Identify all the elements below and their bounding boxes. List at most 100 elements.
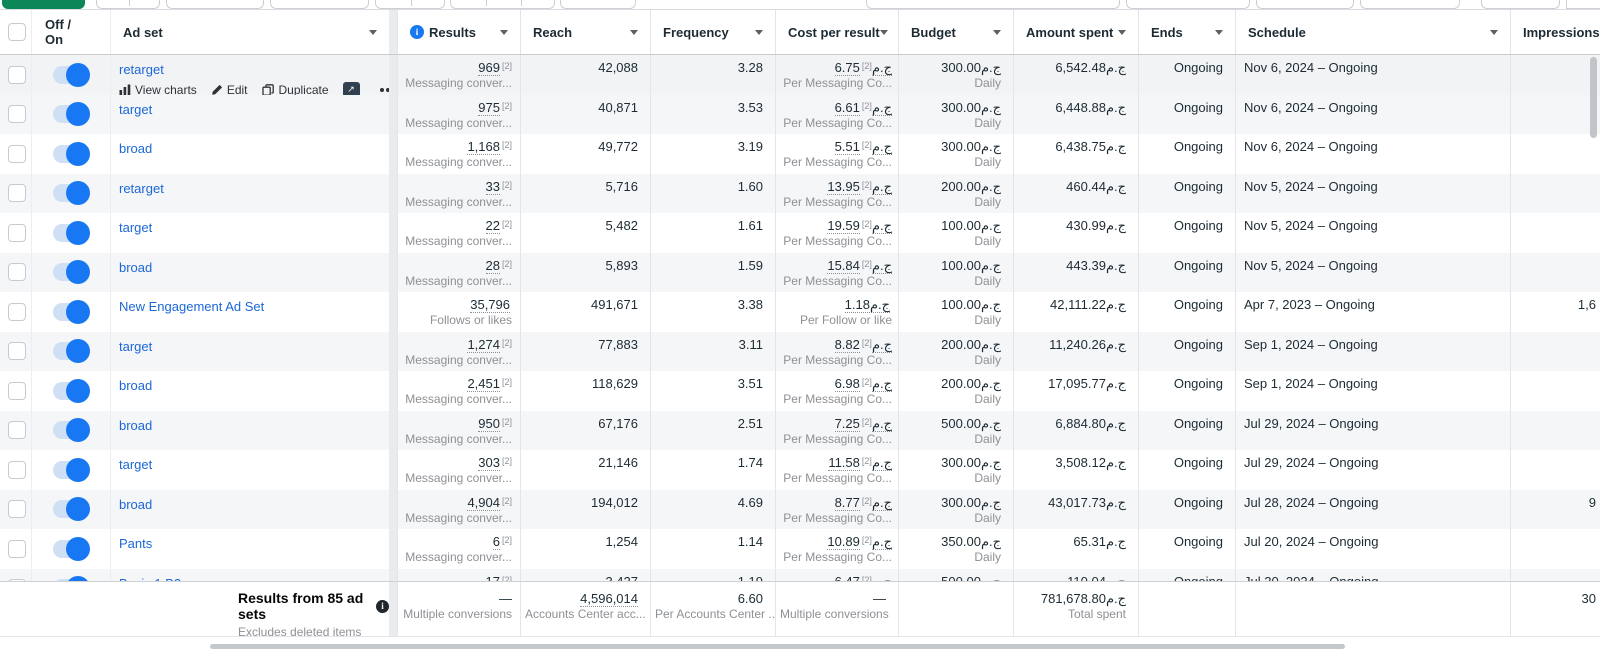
currency-symbol: ج.م: [980, 257, 1001, 273]
ad-set-name-link[interactable]: Pants: [119, 536, 153, 551]
more-options-button[interactable]: [374, 87, 389, 92]
ad-set-toggle[interactable]: [53, 497, 90, 522]
table-row[interactable]: New Engagement Ad Set 35,796 Follows or …: [0, 292, 1600, 332]
ad-set-name-link[interactable]: target: [119, 457, 153, 472]
toolbar-button-fragment[interactable]: [450, 0, 555, 9]
toolbar-button-fragment[interactable]: [866, 0, 1120, 9]
toolbar-button-fragment[interactable]: [166, 0, 264, 9]
currency-symbol: ج.م: [1105, 99, 1126, 115]
view-charts-button[interactable]: View charts: [119, 83, 197, 95]
toolbar-button-fragment[interactable]: [375, 0, 445, 9]
ad-set-toggle[interactable]: [53, 378, 90, 403]
table-row[interactable]: broad 4,904 [2] Messaging conver... 194,0…: [0, 489, 1600, 529]
toolbar-button-fragment[interactable]: [1481, 0, 1560, 9]
table-row[interactable]: Pants 6 [2] Messaging conver... 1,254 1.1…: [0, 529, 1600, 569]
header-cost-per-result[interactable]: Cost per result: [775, 10, 898, 54]
header-ad-set[interactable]: Ad set: [110, 10, 389, 54]
cost-per-result-cell: 6.98 ج.م[2] Per Messaging Co...: [775, 371, 898, 411]
table-body: retarget View charts Edit Duplicate: [0, 55, 1600, 581]
row-checkbox[interactable]: [8, 65, 26, 84]
header-results[interactable]: Results: [397, 10, 520, 54]
ad-set-toggle[interactable]: [53, 418, 90, 443]
header-budget[interactable]: Budget: [898, 10, 1013, 54]
ad-set-toggle[interactable]: [53, 141, 90, 166]
row-toggle-cell: [31, 410, 110, 450]
row-checkbox[interactable]: [8, 144, 26, 163]
ad-set-name-link[interactable]: broad: [119, 378, 153, 393]
ad-set-toggle[interactable]: [53, 457, 90, 482]
toggle-knob-icon: [66, 102, 90, 127]
horizontal-scrollbar[interactable]: [210, 644, 1345, 649]
table-row[interactable]: retarget View charts Edit Duplicate: [0, 55, 1600, 95]
table-row[interactable]: target 22 [2] Messaging conver... 5,482 1…: [0, 213, 1600, 253]
toolbar-button-fragment[interactable]: [1126, 0, 1250, 9]
ad-set-name-link[interactable]: retarget: [119, 180, 164, 196]
toolbar-button-fragment[interactable]: [1360, 0, 1460, 9]
ad-set-toggle[interactable]: [53, 576, 90, 581]
ad-set-toggle[interactable]: [53, 299, 90, 324]
chevron-down-icon: [500, 29, 508, 35]
ad-set-toggle[interactable]: [53, 62, 90, 87]
ad-set-name-link[interactable]: retarget: [119, 62, 164, 77]
row-checkbox[interactable]: [8, 381, 26, 400]
edit-button[interactable]: Edit: [211, 83, 248, 95]
table-row[interactable]: broad 28 [2] Messaging conver... 5,893 1.…: [0, 252, 1600, 292]
header-amount-spent[interactable]: Amount spent: [1013, 10, 1138, 54]
ad-set-name-link[interactable]: broad: [119, 259, 153, 275]
row-checkbox[interactable]: [8, 263, 26, 282]
header-ends[interactable]: Ends: [1138, 10, 1235, 54]
header-impressions[interactable]: Impressions: [1510, 10, 1600, 54]
table-row[interactable]: retarget 33 [2] Messaging conver... 5,716…: [0, 173, 1600, 213]
toolbar-button-fragment[interactable]: [560, 0, 636, 9]
vertical-scrollbar[interactable]: [1590, 57, 1597, 138]
table-row[interactable]: target 975 [2] Messaging conver... 40,871…: [0, 94, 1600, 134]
ad-set-toggle[interactable]: [53, 260, 90, 285]
select-all-checkbox[interactable]: [8, 23, 26, 41]
toolbar-button-fragment[interactable]: [270, 0, 369, 9]
row-checkbox[interactable]: [8, 460, 26, 479]
info-icon[interactable]: [376, 599, 389, 613]
currency-symbol: ج.م: [871, 178, 892, 194]
row-checkbox[interactable]: [8, 105, 26, 124]
amount-spent-cell: 11,240.26ج.م: [1013, 331, 1138, 371]
toggle-knob-icon: [66, 220, 90, 245]
table-row[interactable]: broad 950 [2] Messaging conver... 67,176 …: [0, 410, 1600, 450]
row-checkbox[interactable]: [8, 500, 26, 519]
ad-set-name-link[interactable]: target: [119, 338, 153, 354]
row-checkbox[interactable]: [8, 421, 26, 440]
budget-cell: 100.00ج.م Daily: [898, 213, 1013, 253]
toolbar-button-fragment[interactable]: [1566, 0, 1600, 9]
ad-set-name-link[interactable]: target: [119, 101, 153, 117]
row-checkbox[interactable]: [8, 539, 26, 558]
ad-set-name-link[interactable]: broad: [119, 141, 153, 156]
table-row[interactable]: target 1,274 [2] Messaging conver... 77,8…: [0, 331, 1600, 371]
table-row[interactable]: Basic 1 B2 17[2] Messaging conver... 3,4…: [0, 568, 1600, 582]
currency-symbol: ج.م: [980, 139, 1001, 154]
row-checkbox[interactable]: [8, 184, 26, 203]
ad-set-toggle[interactable]: [53, 220, 90, 245]
table-row[interactable]: target 303 [2] Messaging conver... 21,146…: [0, 450, 1600, 490]
ad-set-toggle[interactable]: [53, 339, 90, 364]
ad-set-name-link[interactable]: target: [119, 220, 153, 235]
row-checkbox[interactable]: [8, 579, 26, 581]
header-frequency[interactable]: Frequency: [650, 10, 775, 54]
ad-set-name-link[interactable]: New Engagement Ad Set: [119, 299, 265, 314]
table-row[interactable]: broad 2,451 [2] Messaging conver... 118,6…: [0, 371, 1600, 411]
ad-set-name-link[interactable]: broad: [119, 496, 153, 512]
ad-set-name-link[interactable]: Basic 1 B2: [119, 576, 181, 582]
row-checkbox[interactable]: [8, 223, 26, 242]
open-in-charts-button[interactable]: ↗: [342, 82, 360, 95]
ad-set-name-link[interactable]: broad: [119, 417, 153, 433]
ad-set-toggle[interactable]: [53, 102, 90, 127]
ad-set-toggle[interactable]: [53, 181, 90, 206]
toolbar-button-fragment[interactable]: [1256, 0, 1354, 9]
table-row[interactable]: broad 1,168 [2] Messaging conver... 49,77…: [0, 134, 1600, 174]
row-checkbox[interactable]: [8, 342, 26, 361]
duplicate-button[interactable]: Duplicate: [261, 83, 329, 95]
row-checkbox[interactable]: [8, 302, 26, 321]
ad-set-toggle[interactable]: [53, 536, 90, 561]
header-schedule[interactable]: Schedule: [1235, 10, 1510, 54]
header-reach[interactable]: Reach: [520, 10, 650, 54]
toolbar-button-fragment[interactable]: [96, 0, 160, 9]
toolbar-button-fragment[interactable]: [2, 0, 85, 9]
